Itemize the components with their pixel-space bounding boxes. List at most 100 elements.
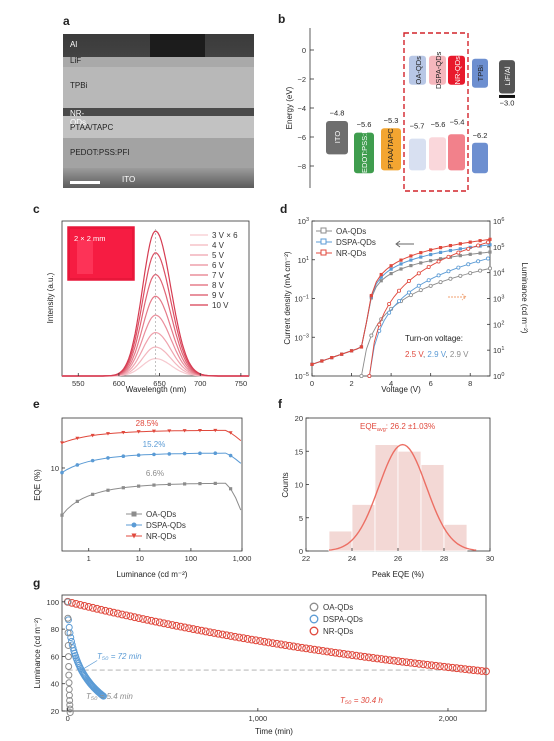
material-name-label: ITO [333,131,342,144]
stability-marker-dspa [71,652,79,660]
stability-marker-nr [452,664,461,673]
panel-c-xtick-label: 750 [235,379,248,388]
stability-marker-nr [176,622,185,631]
panel-c-xtick-label: 600 [113,379,126,388]
energy-bar-homo-oa-qds [409,138,426,171]
panel-e-plot-frame [61,417,243,552]
stability-marker-nr [352,651,361,660]
jv-marker-oa [369,296,373,300]
spectrum-line-9v [62,252,249,377]
eqe-marker-nr [60,441,64,445]
panel-f-xlabel: Peak EQE (%) [372,570,424,579]
eqe-marker-nr [105,432,110,436]
jv-marker-oa [458,254,462,258]
stability-marker-nr [385,656,394,665]
eqe-legend-marker [131,533,137,539]
panel-label-c: c [33,202,40,216]
lv-marker-dspa [367,373,372,378]
stability-marker-nr [93,604,101,613]
energy-value-label: −5.7 [410,122,425,131]
stability-marker-nr [272,639,281,648]
energy-bar-pedot [354,132,374,174]
stability-legend-marker [309,602,319,612]
stability-marker-oa [64,614,72,622]
panel-d-ylabel: Current density (mA cm⁻²) [283,251,292,344]
panel-f-ytick-label: 15 [295,447,303,456]
stability-marker-nr [348,651,357,659]
jv-marker-oa [409,263,413,268]
energy-value-label: −3.0 [500,99,515,108]
jv-marker-oa [429,259,433,263]
stability-marker-oa [65,662,73,670]
jv-marker-dspa [389,267,393,271]
stability-marker-nr [406,658,415,667]
material-name-label: PTAA/TAPC [386,128,395,169]
stability-marker-nr [126,612,135,621]
stability-marker-nr [201,627,210,636]
stability-marker-nr [327,648,336,657]
stability-legend-marker [309,614,319,624]
stability-marker-nr [147,616,156,625]
lv-marker-nr [426,264,431,269]
histogram-bar [420,464,445,552]
panel-g-ytick-label: 100 [46,598,59,607]
lv-marker-oa [428,283,433,288]
turnon-dspa: 2.9 V [427,350,446,359]
lv-marker-oa [478,268,483,273]
stability-marker-nr [331,648,340,657]
t50-label-dspa: T₅₀ = 72 min [97,652,142,661]
panel-d-xtick-label: 8 [468,379,472,388]
lv-marker-oa [487,266,492,271]
material-name-label: TPBi [476,65,485,82]
stability-marker-nr [264,638,273,647]
jv-marker-dspa [488,243,492,247]
eqe-marker-oa [229,487,233,491]
stability-marker-nr [465,665,474,674]
lv-marker-dspa [466,262,471,267]
energy-value-label: −5.6 [357,120,372,129]
gaussian-fit-line [328,443,477,551]
eqe-line-dspa [61,452,242,474]
jv-legend-marker [320,227,327,234]
jv-marker-dspa [438,250,443,254]
turnon-nr: 2.9 V [450,350,469,359]
stability-marker-nr [164,620,172,629]
panel-d-xtick-label: 2 [349,379,353,388]
jv-marker-dspa [330,355,334,360]
spectrum-line-3v [62,358,249,377]
eqe-legend-marker [131,522,137,528]
jv-marker-nr [349,349,354,353]
stability-marker-nr [139,615,147,623]
eqe-line-nr [61,429,242,444]
layer-label-pedot: PEDOT:PSS:PFI [70,148,130,157]
stability-marker-dspa [86,679,94,687]
layer-label-al: Al [70,40,78,49]
layer-label-ptaa: PTAA/TAPC [70,123,114,132]
panel-f-xtick-label: 24 [348,554,356,563]
stability-marker-nr [302,644,311,653]
stability-legend-label: DSPA-QDs [323,615,363,624]
stability-marker-nr [461,665,469,674]
stability-marker-nr [344,650,352,659]
eqe-marker-dspa [136,453,141,457]
stability-marker-oa [64,653,72,661]
jv-marker-nr [478,239,482,243]
stability-marker-nr [172,621,181,630]
stability-marker-dspa [68,637,76,645]
jv-marker-dspa [458,247,462,251]
stability-marker-nr [289,642,298,651]
stability-marker-oa [64,641,72,649]
lv-marker-nr [476,243,481,248]
lv-marker-nr [446,254,451,259]
eqe-marker-dspa [106,456,110,460]
histogram-bar [328,530,353,552]
stability-marker-dspa [97,690,105,698]
jv-marker-oa [448,255,453,259]
panel-label-e: e [33,397,40,411]
stability-legend-label: NR-QDs [323,627,353,636]
jv-marker-dspa [349,349,354,353]
histogram-bar [351,504,376,552]
eqe-marker-nr [167,429,172,433]
stability-marker-dspa [92,686,100,694]
stability-marker-nr [394,657,403,666]
